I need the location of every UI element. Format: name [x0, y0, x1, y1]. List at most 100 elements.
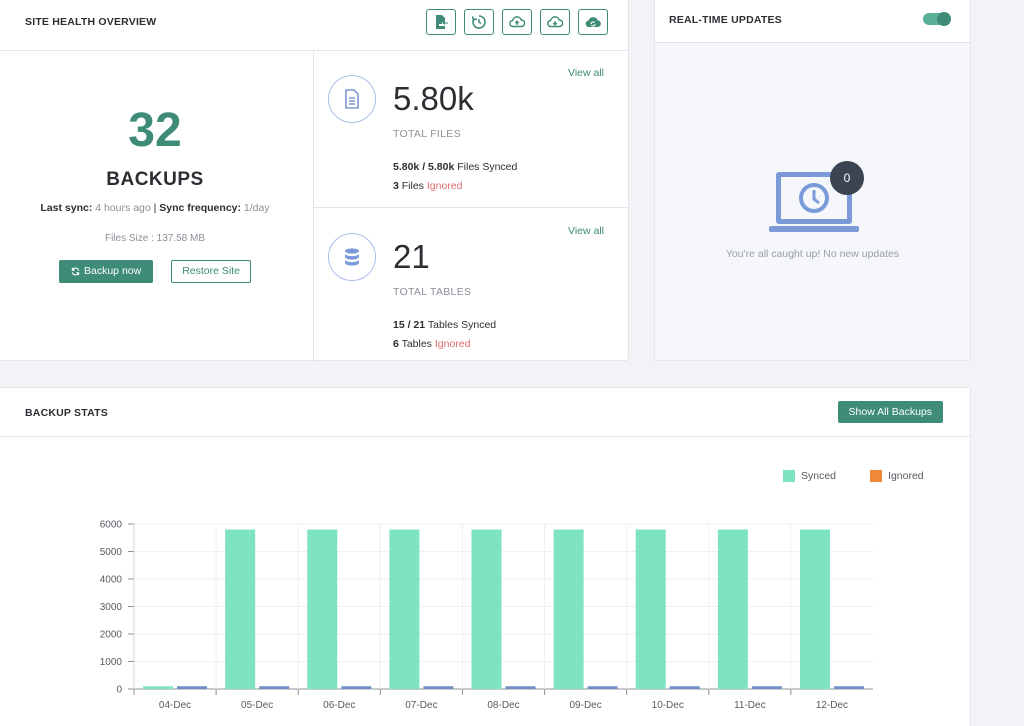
tables-synced-text: Tables Synced	[427, 319, 497, 331]
realtime-header: REAL-TIME UPDATES	[655, 0, 970, 43]
cloud-upload-button[interactable]	[502, 9, 532, 35]
realtime-toggle[interactable]	[923, 12, 951, 26]
files-size: Files Size : 137.58 MB	[104, 233, 206, 244]
total-files-value: 5.80k	[393, 80, 474, 117]
last-sync-value: 4 hours ago	[95, 202, 151, 214]
backup-actions: Backup now Restore Site	[0, 260, 313, 283]
y-tick-label: 4000	[100, 575, 123, 586]
bar-synced	[717, 529, 748, 689]
bar-ignored	[587, 686, 618, 689]
show-all-backups-button[interactable]: Show All Backups	[837, 401, 943, 423]
x-tick-label: 04-Dec	[159, 700, 191, 711]
refresh-icon	[71, 267, 80, 276]
site-health-header: SITE HEALTH OVERVIEW	[0, 0, 628, 51]
bar-synced	[799, 529, 830, 689]
backup-stats-header: BACKUP STATS Show All Backups	[0, 388, 970, 437]
bar-synced	[143, 686, 174, 689]
x-tick-label: 10-Dec	[652, 700, 684, 711]
backup-now-button[interactable]: Backup now	[59, 260, 154, 283]
empty-updates-message: You're all caught up! No new updates	[725, 248, 900, 260]
tables-ignored-word: Ignored	[434, 338, 471, 350]
y-tick-label: 6000	[100, 520, 123, 531]
sync-separator: |	[153, 202, 157, 214]
files-ignored-line: 3 Files Ignored	[393, 180, 462, 192]
bar-ignored	[423, 686, 454, 689]
legend-item-synced[interactable]: Synced	[783, 470, 836, 482]
total-files-block: View all 5.80k TOTAL FILES 5.80k / 5.80k…	[314, 51, 630, 208]
bar-synced	[471, 529, 502, 689]
bar-synced	[635, 529, 666, 689]
total-tables-value: 21	[393, 238, 430, 275]
files-synced-text: Files Synced	[457, 161, 518, 173]
files-ignored-prefix: Files	[401, 180, 424, 192]
bar-ignored	[177, 686, 208, 689]
database-icon	[345, 248, 359, 266]
cloud-upload-icon	[509, 16, 525, 28]
bar-synced	[553, 529, 584, 689]
file-icon-circle	[328, 75, 376, 123]
database-icon-circle	[328, 233, 376, 281]
tables-ignored-count: 6	[393, 338, 399, 350]
bar-synced	[307, 529, 338, 689]
sync-info: Last sync: 4 hours ago | Sync frequency:…	[0, 202, 313, 214]
bar-ignored	[505, 686, 536, 689]
file-export-icon	[436, 15, 448, 29]
total-tables-block: View all 21 TOTAL TABLES 15 / 21 Tables …	[314, 208, 630, 362]
backup-stats-chart: 0 1000 2000 3000 4000 5000 6000 04-Dec 05-Dec 06-…	[100, 520, 873, 711]
legend-swatch-synced	[783, 470, 795, 482]
sync-frequency-value: 1/day	[243, 202, 270, 214]
x-tick-label: 08-Dec	[487, 700, 519, 711]
cloud-download-icon	[547, 16, 563, 28]
cloud-sync-button[interactable]	[578, 9, 608, 35]
backup-stats-card: BACKUP STATS Show All Backups Synced Ign…	[0, 387, 971, 726]
legend-label-ignored: Ignored	[888, 470, 924, 482]
bar-ignored	[833, 686, 864, 689]
bar-ignored	[669, 686, 700, 689]
tables-synced-line: 15 / 21 Tables Synced	[393, 319, 496, 331]
x-tick-label: 09-Dec	[569, 700, 601, 711]
bar-ignored	[751, 686, 782, 689]
backup-now-label: Backup now	[84, 265, 142, 277]
cloud-download-button[interactable]	[540, 9, 570, 35]
bar-ignored	[341, 686, 372, 689]
tables-ignored-prefix: Tables	[401, 338, 432, 350]
files-synced-line: 5.80k / 5.80k Files Synced	[393, 161, 517, 173]
files-view-all-link[interactable]: View all	[568, 67, 604, 79]
site-health-toolbar	[426, 9, 608, 35]
x-tick-label: 06-Dec	[323, 700, 355, 711]
bar-synced	[225, 529, 256, 689]
tables-ignored-line: 6 Tables Ignored	[393, 338, 470, 350]
restore-button[interactable]	[464, 9, 494, 35]
toggle-knob	[937, 12, 951, 26]
sync-frequency-label: Sync frequency:	[159, 202, 241, 214]
update-count-badge: 0	[830, 161, 864, 195]
files-synced-count: 5.80k / 5.80k	[393, 161, 455, 173]
files-ignored-count: 3	[393, 180, 399, 192]
y-tick-label: 1000	[100, 657, 123, 668]
total-files-label: TOTAL FILES	[393, 128, 461, 140]
legend-swatch-ignored	[870, 470, 883, 482]
restore-site-button[interactable]: Restore Site	[171, 260, 251, 283]
y-tick-label: 5000	[100, 547, 123, 558]
realtime-title: REAL-TIME UPDATES	[669, 14, 782, 26]
legend-item-ignored[interactable]: Ignored	[870, 470, 924, 482]
backup-label: BACKUPS	[106, 169, 204, 190]
x-tick-label: 05-Dec	[241, 700, 273, 711]
file-icon	[345, 89, 359, 109]
total-tables-label: TOTAL TABLES	[393, 286, 472, 298]
chart-legend: Synced Ignored	[783, 470, 924, 482]
tables-synced-count: 15 / 21	[393, 319, 426, 331]
legend-label-synced: Synced	[801, 470, 837, 482]
tables-view-all-link[interactable]: View all	[568, 225, 604, 237]
site-health-card: SITE HEALTH OVERVIEW 32 BACKUPS Last syn…	[0, 0, 630, 362]
y-tick-label: 0	[116, 685, 122, 696]
backup-stats-title: BACKUP STATS	[25, 407, 108, 419]
backup-count: 32	[128, 104, 182, 157]
x-tick-label: 11-Dec	[734, 700, 766, 711]
cloud-sync-icon	[585, 17, 601, 28]
y-tick-label: 2000	[100, 630, 123, 641]
file-export-button[interactable]	[426, 9, 456, 35]
realtime-updates-card: REAL-TIME UPDATES 0 You're all caught up…	[654, 0, 971, 361]
x-tick-label: 12-Dec	[816, 700, 848, 711]
site-health-title: SITE HEALTH OVERVIEW	[25, 16, 157, 28]
